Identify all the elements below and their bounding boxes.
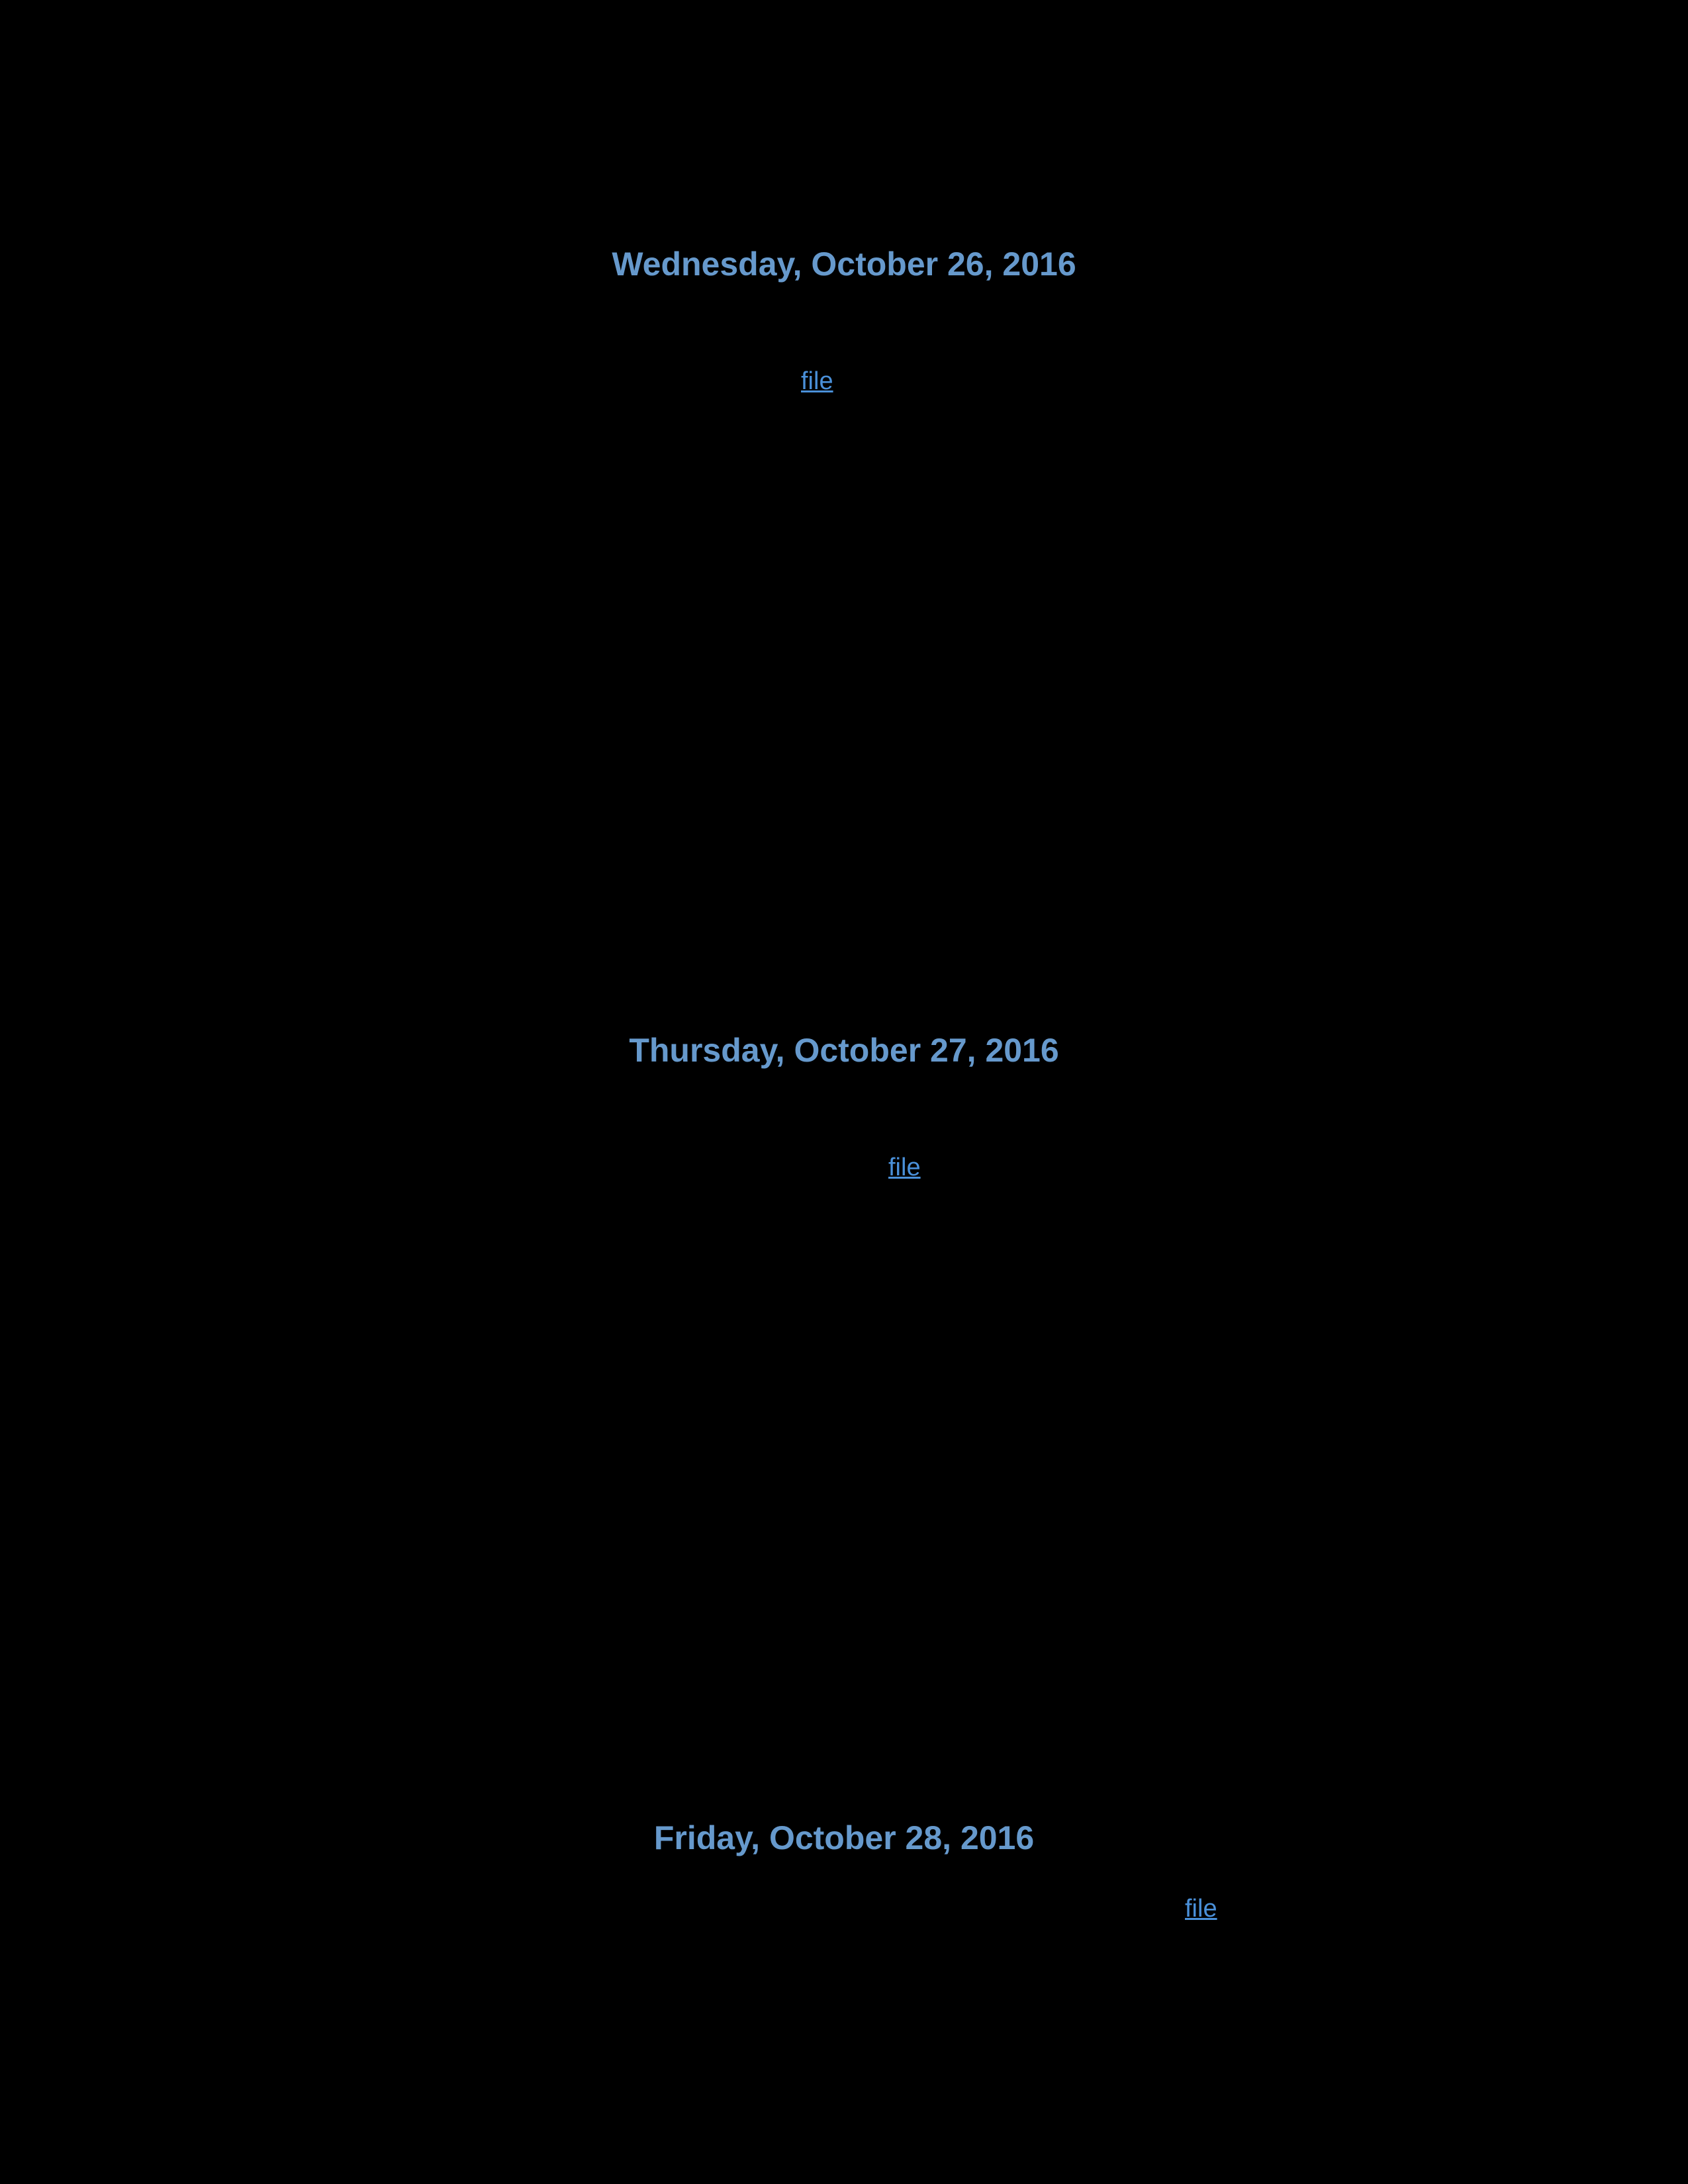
file-link[interactable]: file: [888, 1154, 921, 1182]
date-heading: Thursday, October 27, 2016: [0, 1031, 1688, 1069]
file-link[interactable]: file: [801, 367, 833, 396]
date-heading: Friday, October 28, 2016: [0, 1819, 1688, 1857]
blog-entry: Wednesday, October 26, 2016 file: [0, 245, 1688, 283]
blog-entry: Thursday, October 27, 2016 file: [0, 1031, 1688, 1069]
file-link[interactable]: file: [1185, 1895, 1217, 1923]
blog-entry: Friday, October 28, 2016 file: [0, 1819, 1688, 1857]
date-heading: Wednesday, October 26, 2016: [0, 245, 1688, 283]
